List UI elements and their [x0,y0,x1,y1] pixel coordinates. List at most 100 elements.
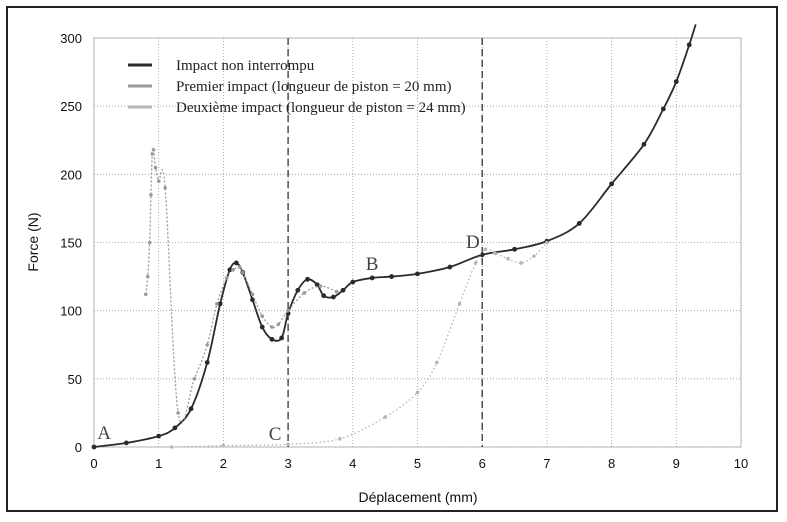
series-2-point [176,411,180,415]
x-tick-label: 0 [90,456,97,471]
annotation-label: B [366,254,379,275]
series-3-point [415,390,420,395]
series-line-2 [145,147,337,424]
series-1-point [641,141,647,147]
series-2-point [318,284,323,288]
series-group [91,24,697,450]
series-3-point [473,261,478,265]
series-1-point [217,301,223,307]
series-1-point [314,282,320,288]
series-3-point [221,443,226,448]
series-2-point [250,292,255,297]
y-tick-label: 150 [60,236,82,251]
series-3-point [483,247,488,252]
series-1-point [156,433,162,439]
series-1-point [340,287,346,293]
annotations: A B C D [97,232,480,445]
series-1-point [295,287,301,293]
series-3-point [286,442,290,447]
series-1-point [259,324,265,330]
series-3-point [493,251,497,256]
series-1-point [172,425,178,431]
series-1-point [305,276,310,282]
series-1-point [447,264,453,270]
y-tick-label: 250 [60,99,82,114]
x-tick-label: 10 [734,456,748,471]
series-1-point [686,42,692,48]
series-2-point [237,265,242,269]
x-axis-title: Déplacement (mm) [358,489,477,505]
x-tick-label: 3 [284,456,291,471]
series-3-point [435,360,439,365]
series-2-point [260,314,265,318]
legend-entry: Deuxième impact (longueur de piston = 24… [176,100,466,116]
series-1-point [227,267,233,273]
series-2-point [276,322,281,327]
series-2-point [224,276,229,280]
series-2-point [163,186,167,190]
legend-entry: Impact non interrompu [176,58,315,74]
series-1-point [369,275,375,281]
series-3-point [383,415,387,419]
series-1-point [188,406,194,412]
x-tick-label: 5 [414,456,421,471]
x-tick-label: 2 [220,456,227,471]
annotation-label: C [269,424,282,445]
series-1-point [609,181,614,187]
series-1-point [279,335,285,341]
y-tick-label: 200 [60,167,82,182]
series-3-point [532,254,536,258]
x-tick-label: 8 [608,456,615,471]
series-1-point [673,79,679,85]
series-1-point [512,246,517,252]
series-1-point [660,106,666,112]
series-1-point [321,293,327,299]
y-tick-label: 300 [60,31,82,46]
series-3-point [338,437,342,441]
series-2-point [215,302,219,306]
series-2-point [270,325,274,329]
series-line-1 [93,24,697,448]
series-1-point [350,279,356,285]
series-2-point [286,308,290,313]
series-2-point [205,342,210,347]
annotation-label: A [97,423,111,444]
series-1-point [415,271,420,277]
series-3-point [545,240,549,245]
legend-entry: Premier impact (longueur de piston = 20 … [176,79,452,95]
y-tick-label: 100 [60,304,82,319]
annotation-label: D [466,232,480,253]
y-tick-label: 0 [75,440,82,455]
series-1-point [576,221,582,226]
y-tick-label: 50 [68,372,82,387]
series-2-point [334,289,339,294]
series-2-point [147,240,152,245]
series-1-point [123,440,129,446]
x-tick-label: 4 [349,456,356,471]
x-tick-label: 7 [543,456,550,471]
series-2-point [231,267,235,272]
series-2-point [145,274,150,279]
series-2-point [150,152,155,156]
series-1-point [269,336,275,342]
series-1-point [389,274,395,279]
series-3-point [457,302,462,306]
series-3-point [519,261,523,265]
x-tick-label: 9 [673,456,680,471]
series-2-point [241,270,245,275]
series-1-point [330,294,336,300]
series-2-point [149,192,153,197]
series-1-point [233,260,239,266]
grid [93,37,742,448]
series-2-point [151,147,156,152]
series-2-point [192,377,197,381]
y-axis-title: Force (N) [25,212,41,271]
reference-lines [287,38,483,447]
series-2-point [153,165,158,170]
x-tick-label: 1 [155,456,162,471]
series-3-point [506,257,510,261]
series-3-point [169,445,174,449]
chart-frame [6,6,778,512]
